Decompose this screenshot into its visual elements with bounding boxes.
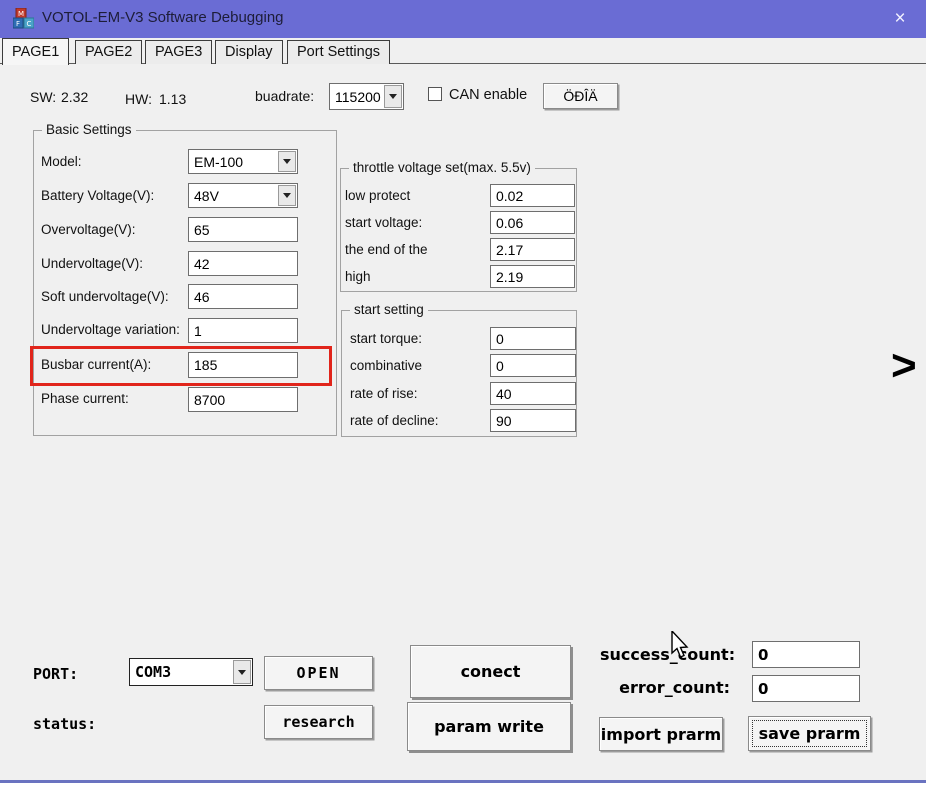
overvoltage-label: Overvoltage(V): — [41, 222, 136, 237]
next-page-arrow[interactable]: > — [891, 341, 917, 390]
combinative-label: combinative — [350, 358, 423, 373]
battery-voltage-combo[interactable]: 48V — [188, 183, 298, 208]
basic-settings-group: Basic Settings Model: EM-100 Battery Vol… — [33, 122, 337, 436]
port-label: PORT: — [33, 665, 79, 683]
undervoltage-variation-input[interactable] — [188, 318, 298, 343]
low-protect-label: low protect — [345, 188, 411, 203]
chevron-down-icon[interactable] — [278, 151, 296, 172]
undervoltage-label: Undervoltage(V): — [41, 256, 144, 271]
research-button[interactable]: research — [264, 705, 373, 739]
high-input[interactable] — [490, 265, 575, 288]
tab-port-settings[interactable]: Port Settings — [287, 40, 391, 64]
start-voltage-label: start voltage: — [345, 215, 423, 230]
start-torque-label: start torque: — [350, 331, 423, 346]
svg-text:C: C — [27, 20, 32, 28]
phase-current-label: Phase current: — [41, 391, 129, 406]
chevron-down-icon[interactable] — [233, 660, 251, 684]
port-combo[interactable]: COM3 — [129, 658, 253, 686]
connect-button[interactable]: conect — [410, 645, 571, 698]
soft-undervoltage-label: Soft undervoltage(V): — [41, 289, 169, 304]
throttle-voltage-group: throttle voltage set(max. 5.5v) low prot… — [340, 160, 577, 292]
window-bottom-border — [0, 780, 926, 783]
tab-page3[interactable]: PAGE3 — [145, 40, 213, 64]
throttle-voltage-legend: throttle voltage set(max. 5.5v) — [349, 160, 535, 175]
rate-of-rise-label: rate of rise: — [350, 386, 418, 401]
svg-text:M: M — [18, 10, 24, 18]
battery-voltage-label: Battery Voltage(V): — [41, 188, 155, 203]
undervoltage-input[interactable] — [188, 251, 298, 276]
tab-page1[interactable]: PAGE1 — [2, 38, 70, 65]
overvoltage-input[interactable] — [188, 217, 298, 242]
error-count-input[interactable] — [752, 675, 860, 702]
combinative-input[interactable] — [490, 354, 576, 377]
success-count-input[interactable] — [752, 641, 860, 668]
window-bottom-margin — [0, 783, 926, 788]
battery-voltage-value: 48V — [194, 187, 219, 204]
title-bar: M F C VOTOL-EM-V3 Software Debugging × — [0, 0, 926, 38]
rate-of-decline-label: rate of decline: — [350, 413, 439, 428]
start-setting-group: start setting start torque: combinative … — [341, 302, 577, 437]
tab-page2[interactable]: PAGE2 — [75, 40, 143, 64]
start-torque-input[interactable] — [490, 327, 576, 350]
model-combo[interactable]: EM-100 — [188, 149, 298, 174]
can-enable-checkbox[interactable] — [428, 87, 442, 101]
chevron-down-icon[interactable] — [384, 85, 402, 108]
can-enable-label: CAN enable — [449, 87, 528, 103]
save-param-button[interactable]: save prarm — [748, 716, 871, 751]
open-button[interactable]: OPEN — [264, 656, 373, 690]
mouse-cursor — [671, 631, 689, 658]
end-of-the-label: the end of the — [345, 242, 428, 257]
soft-undervoltage-input[interactable] — [188, 284, 298, 309]
sw-value: 2.32 — [61, 89, 89, 105]
app-icon: M F C — [13, 8, 34, 29]
hw-value: 1.13 — [159, 91, 187, 107]
low-protect-input[interactable] — [490, 184, 575, 207]
rate-of-rise-input[interactable] — [490, 382, 576, 405]
baudrate-combo[interactable]: 115200 — [329, 83, 404, 110]
start-voltage-input[interactable] — [490, 211, 575, 234]
port-value: COM3 — [135, 663, 172, 681]
status-label: status: — [33, 715, 97, 733]
language-button[interactable]: ÖÐÎÄ — [543, 83, 618, 109]
rate-of-decline-input[interactable] — [490, 409, 576, 432]
svg-text:F: F — [16, 20, 20, 28]
busbar-current-label: Busbar current(A): — [41, 357, 152, 372]
sw-label: SW: — [30, 89, 57, 105]
hw-label: HW: — [125, 91, 152, 107]
tab-display[interactable]: Display — [215, 40, 283, 64]
success-count-label: success_count: — [600, 645, 736, 664]
end-of-the-input[interactable] — [490, 238, 575, 261]
basic-settings-legend: Basic Settings — [42, 122, 136, 137]
window-title: VOTOL-EM-V3 Software Debugging — [42, 9, 284, 26]
model-label: Model: — [41, 154, 82, 169]
baudrate-value: 115200 — [335, 88, 381, 105]
busbar-current-input[interactable] — [188, 352, 298, 378]
model-value: EM-100 — [194, 153, 244, 170]
phase-current-input[interactable] — [188, 387, 298, 412]
tab-bar: PAGE1 PAGE2 PAGE3 Display Port Settings — [0, 38, 926, 65]
high-label: high — [345, 269, 371, 284]
import-param-button[interactable]: import prarm — [599, 717, 723, 751]
param-write-button[interactable]: param write — [407, 702, 571, 751]
baudrate-label: buadrate: — [255, 88, 315, 104]
undervoltage-variation-label: Undervoltage variation: — [41, 322, 180, 337]
chevron-down-icon[interactable] — [278, 185, 296, 206]
close-icon[interactable]: × — [894, 8, 906, 29]
start-setting-legend: start setting — [350, 302, 428, 317]
error-count-label: error_count: — [619, 678, 730, 697]
